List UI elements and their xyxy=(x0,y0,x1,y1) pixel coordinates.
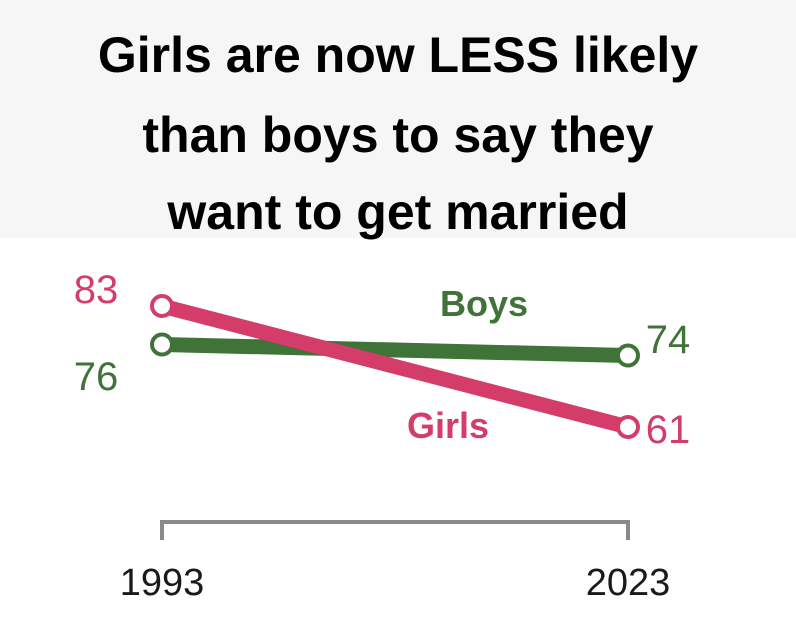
boys-value-label-1993: 76 xyxy=(74,355,119,399)
x-tick-label-1993: 1993 xyxy=(120,562,205,604)
girls-point-1993 xyxy=(150,294,174,318)
x-axis-bracket xyxy=(160,520,630,540)
boys-point-1993 xyxy=(150,332,174,357)
chart-title-line-1: Girls are now LESS likely xyxy=(97,27,699,83)
boys-series-label: Boys xyxy=(440,283,528,324)
title-block: Girls are now LESS likely than boys to s… xyxy=(0,0,796,238)
boys-series-line xyxy=(154,337,636,363)
boys-point-2023 xyxy=(616,343,640,368)
girls-value-label-2023: 61 xyxy=(646,408,691,452)
chart-title-line-3: want to get married xyxy=(167,184,629,240)
girls-value-label-1993: 83 xyxy=(74,268,119,312)
girls-series-line xyxy=(154,298,636,435)
x-tick-label-2023: 2023 xyxy=(586,562,671,604)
girls-point-2023 xyxy=(616,415,640,439)
girls-series-label: Girls xyxy=(407,405,489,446)
chart-title-line-2: than boys to say they xyxy=(142,107,654,163)
boys-value-label-2023: 74 xyxy=(646,318,691,362)
